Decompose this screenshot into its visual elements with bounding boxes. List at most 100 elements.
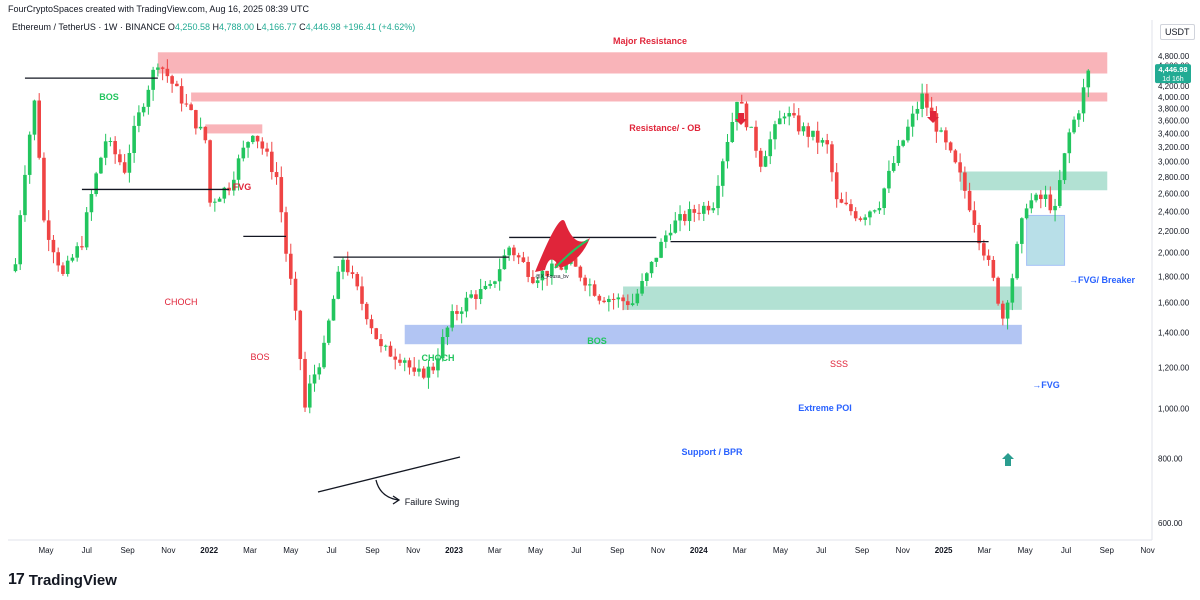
candle-body: [687, 209, 692, 222]
candle-body: [89, 194, 94, 213]
candle-body: [84, 212, 89, 248]
candle-body: [654, 257, 659, 262]
watermark-swoosh-icon: [554, 239, 589, 269]
candle-body: [132, 125, 136, 154]
red-down-arrow-icon: [927, 111, 939, 123]
candle-body: [23, 174, 27, 216]
candle-body: [37, 100, 41, 158]
candle-body: [986, 255, 991, 260]
candle-body: [820, 140, 825, 143]
candle-body: [678, 214, 682, 221]
x-tick-label: Nov: [896, 546, 910, 555]
candle-body: [412, 367, 417, 372]
candle-body: [716, 185, 720, 209]
candle-body: [982, 243, 986, 256]
x-tick-label: Nov: [1140, 546, 1154, 555]
x-tick-label: Jul: [326, 546, 336, 555]
candle-body: [450, 311, 454, 328]
y-tick-label: 1,600.00: [1158, 299, 1190, 308]
candle-body: [350, 272, 355, 274]
candle-body: [108, 141, 113, 143]
candle-body: [417, 368, 421, 372]
candle-body: [407, 360, 412, 368]
candle-body: [777, 118, 782, 125]
candle-body: [217, 198, 222, 202]
x-tick-label: Nov: [651, 546, 665, 555]
x-tick-label: May: [38, 546, 53, 555]
candle-body: [317, 367, 322, 375]
label-bos-1: BOS: [99, 92, 119, 102]
candle-body: [616, 297, 621, 300]
y-tick-label: 2,600.00: [1158, 190, 1190, 199]
candle-body: [398, 359, 402, 363]
y-tick-label: 2,000.00: [1158, 249, 1190, 258]
candle-body: [279, 177, 284, 213]
candle-body: [773, 124, 777, 140]
candle-body: [887, 170, 891, 189]
y-tick-label: 3,600.00: [1158, 117, 1190, 126]
symbol-legend[interactable]: Ethereum / TetherUS · 1W · BINANCE O4,25…: [12, 22, 415, 32]
candle-body: [929, 107, 934, 114]
candle-body: [559, 267, 564, 270]
candle-body: [179, 86, 184, 104]
failure-swing-trendline: [317, 456, 461, 493]
candle-body: [80, 246, 84, 248]
candle-body: [246, 142, 250, 148]
candle-body: [849, 204, 853, 212]
candle-body: [725, 141, 730, 162]
candle-body: [345, 259, 350, 273]
candle-body: [1081, 87, 1086, 114]
candle-body: [573, 258, 578, 267]
currency-button[interactable]: USDT: [1160, 24, 1195, 40]
open-value: 4,250.58: [174, 22, 210, 32]
x-tick-label: 2023: [445, 546, 463, 555]
tradingview-brand[interactable]: 17 TradingView: [8, 571, 117, 589]
candle-body: [493, 281, 497, 284]
label-resistance-ob: Resistance/ - OB: [629, 123, 701, 133]
candle-body: [70, 257, 75, 261]
price-chart[interactable]: Major Resistance Resistance/ - OB FVG Extre…: [0, 0, 1200, 565]
candle-body: [944, 130, 948, 143]
candle-body: [255, 135, 260, 142]
candle-body: [540, 270, 545, 281]
y-tick-label: 2,800.00: [1158, 173, 1190, 182]
candle-body: [99, 157, 103, 174]
candle-body: [1048, 194, 1053, 211]
candle-body: [369, 319, 374, 329]
brand-name: TradingView: [28, 571, 117, 589]
candle-body: [953, 150, 958, 163]
candle-body: [787, 113, 792, 117]
candle-body: [122, 162, 127, 173]
candle-body: [692, 209, 697, 213]
candle-body: [326, 320, 331, 343]
candle-body: [597, 295, 602, 301]
y-tick-label: 4,800.00: [1158, 52, 1190, 61]
candle-body: [758, 150, 763, 167]
candle-body: [469, 294, 473, 298]
y-tick-label: 2,400.00: [1158, 208, 1190, 217]
candle-body: [232, 179, 236, 191]
candle-body: [564, 263, 568, 270]
candle-body: [815, 130, 820, 143]
candle-body: [1043, 194, 1048, 200]
high-label: H: [212, 22, 219, 32]
candle-body: [635, 293, 640, 304]
watermark-logo-icon: [535, 220, 590, 272]
zone-3: [623, 286, 1022, 310]
candle-body: [920, 93, 924, 109]
candle-body: [175, 83, 179, 87]
y-tick-label: 1,800.00: [1158, 272, 1190, 281]
candle-body: [213, 201, 217, 203]
candle-body: [241, 147, 246, 159]
candle-body: [1015, 243, 1019, 279]
x-tick-label: May: [1018, 546, 1033, 555]
candle-body: [203, 126, 208, 141]
x-tick-label: Sep: [1100, 546, 1115, 555]
candle-body: [488, 283, 492, 286]
candle-body: [749, 126, 754, 128]
close-label: C: [299, 22, 306, 32]
candle-body: [664, 235, 668, 242]
candle-body: [141, 106, 146, 113]
high-value: 4,788.00: [218, 22, 255, 32]
candle-body: [516, 255, 521, 258]
